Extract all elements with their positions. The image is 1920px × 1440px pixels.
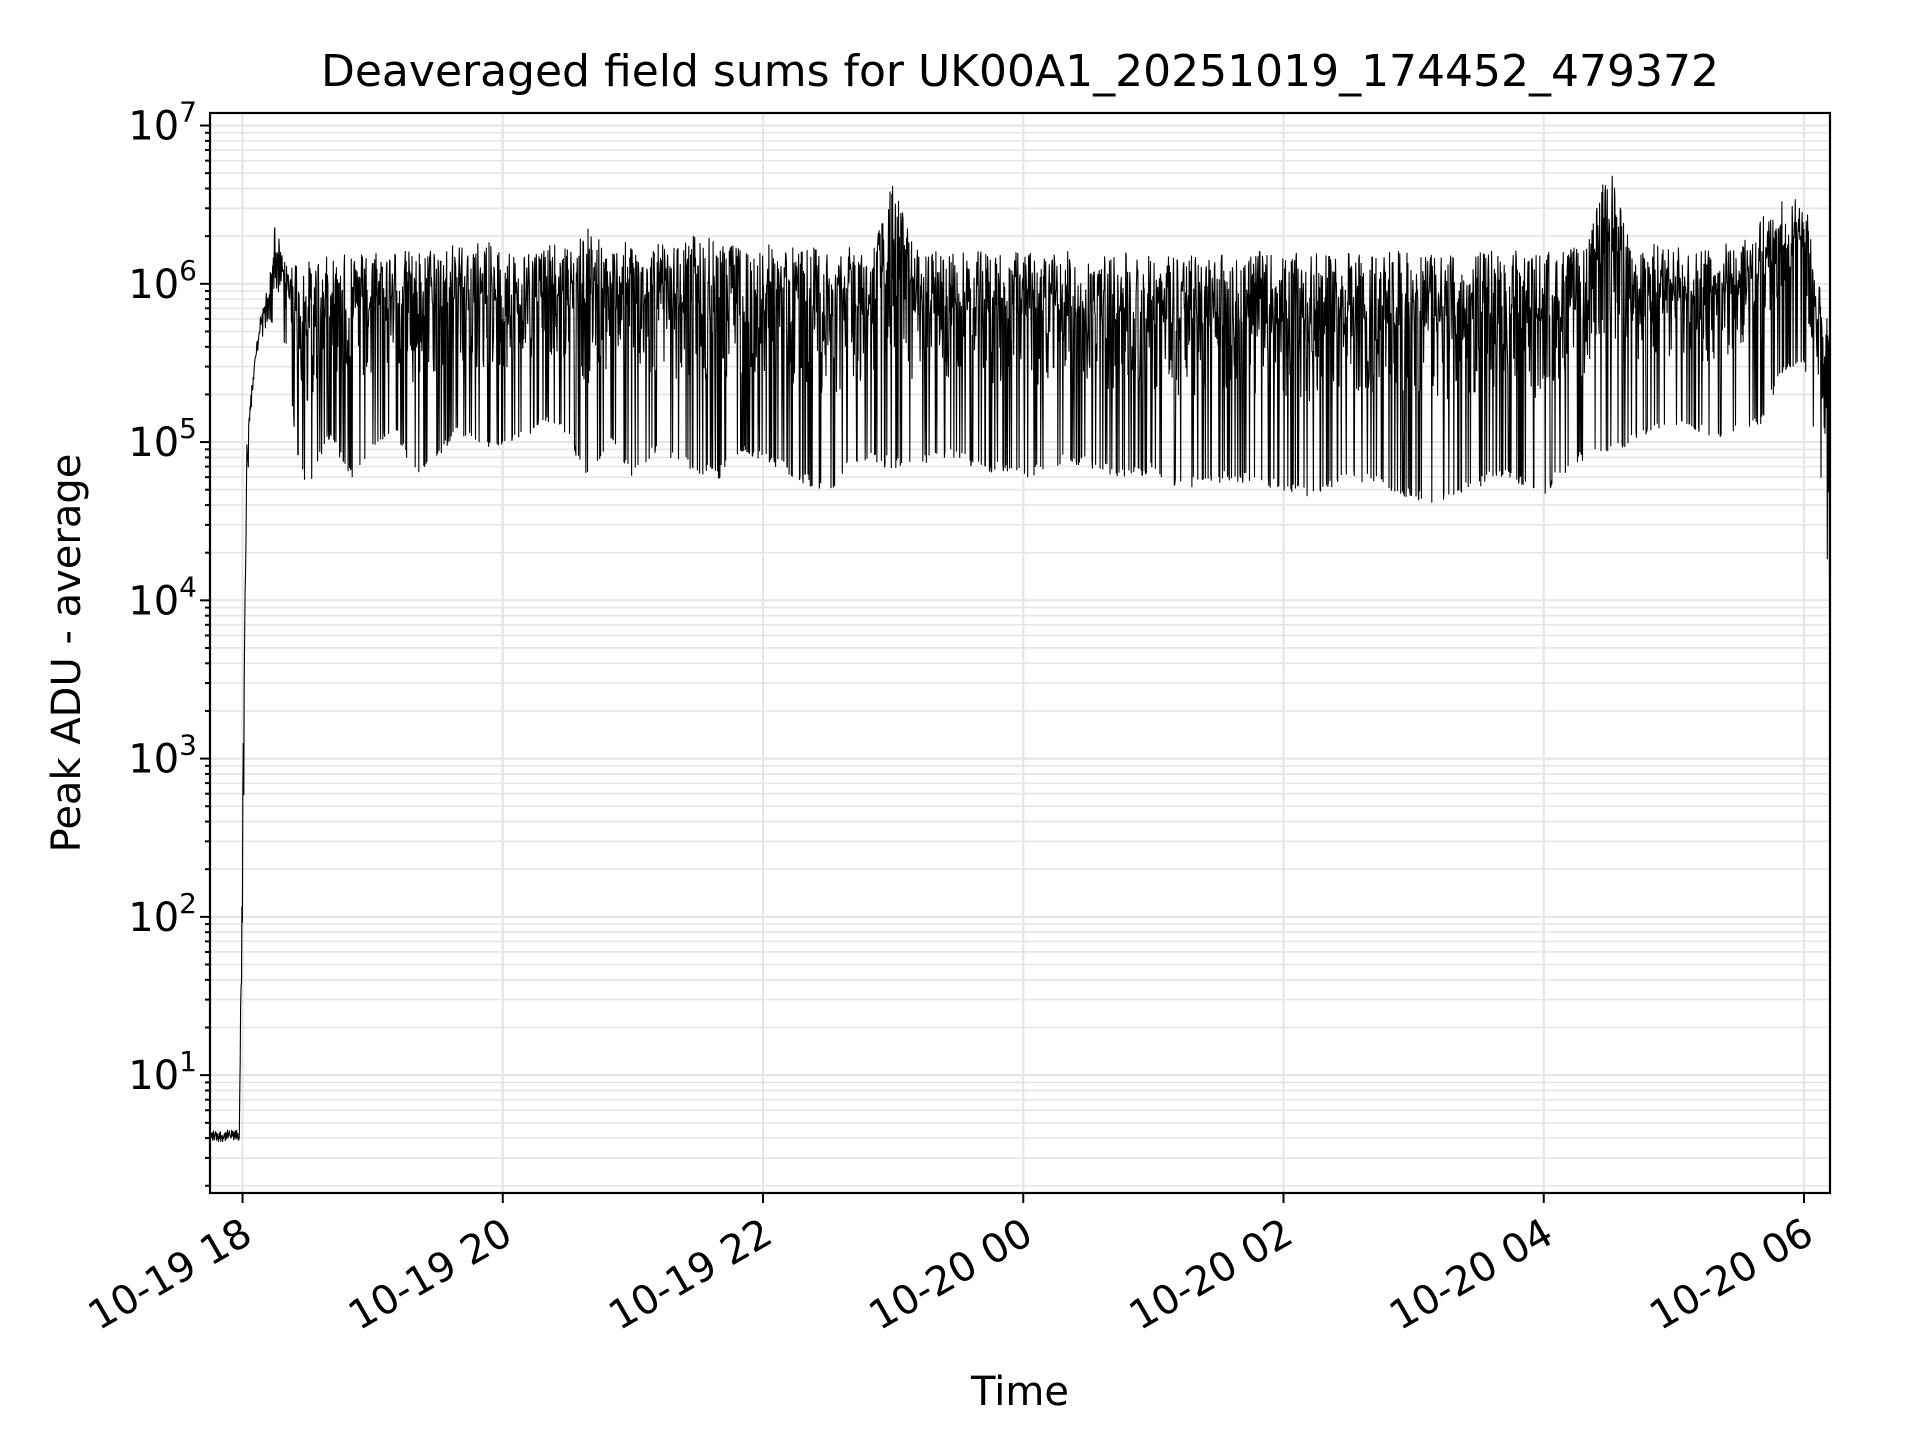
x-tick-label: 10-19 20 [341,1210,520,1340]
data-layer [209,175,1831,1143]
chart-title: Deaveraged field sums for UK00A1_2025101… [321,46,1719,97]
y-tick-label: 102 [128,887,197,941]
x-tick-label: 10-20 04 [1382,1210,1561,1340]
x-tick-label: 10-19 18 [81,1210,260,1340]
x-tick-label: 10-20 02 [1122,1210,1301,1340]
x-tick-label: 10-20 00 [862,1210,1041,1340]
y-tick-label: 103 [128,729,197,783]
x-tick-label: 10-20 06 [1642,1210,1821,1340]
y-tick-label: 107 [128,96,197,150]
y-tick-label: 105 [128,412,197,466]
x-tick-label: 10-19 22 [601,1210,780,1340]
y-tick-label: 106 [128,254,197,308]
series-line [209,175,1831,1143]
y-tick-label: 101 [128,1045,197,1099]
y-axis-label: Peak ADU - average [44,454,90,853]
y-tick-label: 104 [128,570,197,624]
x-axis-label: Time [970,1369,1069,1415]
plot-frame [208,111,1832,1195]
